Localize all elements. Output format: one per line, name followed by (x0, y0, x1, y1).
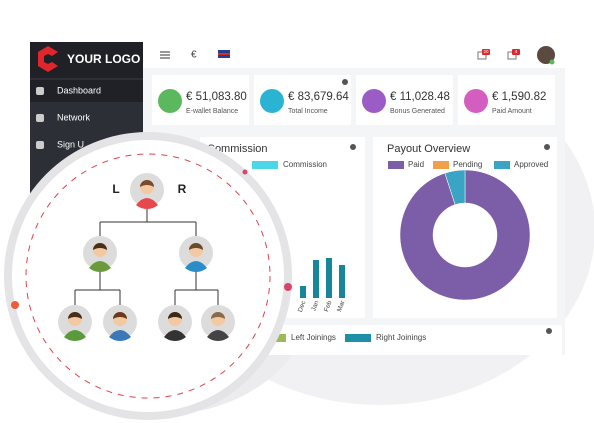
topbar (143, 42, 565, 68)
legend-label: Left Joinings (291, 333, 336, 342)
card-icon (158, 89, 182, 113)
settings-icon[interactable] (546, 328, 552, 334)
avatar[interactable] (537, 46, 555, 64)
avatar-hair (113, 312, 127, 319)
legend-swatch (388, 161, 404, 169)
overlay-circle (12, 140, 284, 412)
dash-content: YOUR LOGO Dashboard Network Sign U € 20 4 € 51,… (36, 49, 555, 342)
tree-lines (74, 206, 219, 305)
avatar-body (207, 330, 229, 342)
legend-label: Approved (514, 160, 548, 169)
badge-count: 4 (515, 49, 518, 54)
logo-icon (38, 46, 58, 72)
nav-icon (36, 141, 44, 149)
nav-item[interactable]: Network (57, 112, 91, 122)
avatar-hair (211, 312, 225, 319)
legend-label: Paid (408, 160, 424, 169)
avatar-hair (189, 243, 203, 250)
chart-title: Commission (207, 143, 268, 155)
avatar-body (64, 330, 86, 342)
avatar-hair (168, 312, 182, 319)
bar (339, 265, 345, 298)
dot (284, 283, 292, 291)
legend-swatch (252, 161, 278, 169)
avatar-hair (68, 312, 82, 319)
avatar-hair (140, 180, 154, 187)
card-label: Bonus Generated (390, 108, 445, 115)
card-label: Total Income (288, 108, 328, 115)
legend-label: Right Joinings (376, 333, 426, 342)
donut-slice (444, 169, 466, 205)
avatar-body (109, 330, 131, 342)
x-tick-label: Dec (297, 299, 308, 313)
card-icon (464, 89, 488, 113)
settings-icon[interactable] (342, 79, 348, 85)
legend-label: Pending (453, 160, 482, 169)
card-label: Paid Amount (492, 108, 532, 115)
dashed-ring (25, 153, 271, 399)
donut-slice (399, 169, 531, 301)
card-amount: € 1,590.82 (492, 91, 546, 103)
x-tick-label: Jan (310, 300, 320, 313)
card-amount: € 83,679.64 (288, 91, 349, 103)
settings-icon[interactable] (350, 144, 356, 150)
currency[interactable]: € (191, 50, 197, 61)
badge (482, 49, 490, 55)
card-icon (260, 89, 284, 113)
avatar-body (185, 261, 207, 273)
tree-label: L (112, 182, 119, 196)
settings-icon[interactable] (544, 144, 550, 150)
logo-text: YOUR LOGO (67, 52, 140, 66)
bar (300, 286, 306, 298)
x-tick-label: Mar (336, 299, 347, 313)
legend-swatch (494, 161, 510, 169)
dot (242, 169, 248, 175)
nav-icon (36, 114, 44, 122)
online-dot (549, 59, 555, 65)
dot (11, 301, 19, 309)
tree-label: R (178, 182, 187, 196)
avatar-body (136, 198, 158, 210)
avatar-body (89, 261, 111, 273)
menu-icon (160, 51, 170, 59)
avatar-hair (93, 243, 107, 250)
card-amount: € 51,083.80 (186, 91, 247, 103)
avatar-body (164, 330, 186, 342)
card-icon (362, 89, 386, 113)
bar (313, 260, 319, 298)
badge (512, 49, 520, 55)
badge-count: 20 (483, 49, 489, 54)
card-amount: € 11,028.48 (390, 91, 450, 103)
legend-swatch (433, 161, 449, 169)
legend-label: Commission (283, 160, 327, 169)
bar (326, 258, 332, 298)
chart-title: Payout Overview (387, 143, 470, 155)
nav-item[interactable]: Sign U (57, 139, 84, 149)
nav-item[interactable]: Dashboard (57, 85, 101, 95)
x-tick-label: Feb (323, 300, 334, 313)
active-item (30, 80, 143, 102)
card-label: E-wallet Balance (186, 108, 238, 115)
nav-icon (36, 87, 44, 95)
legend-swatch (345, 334, 371, 342)
